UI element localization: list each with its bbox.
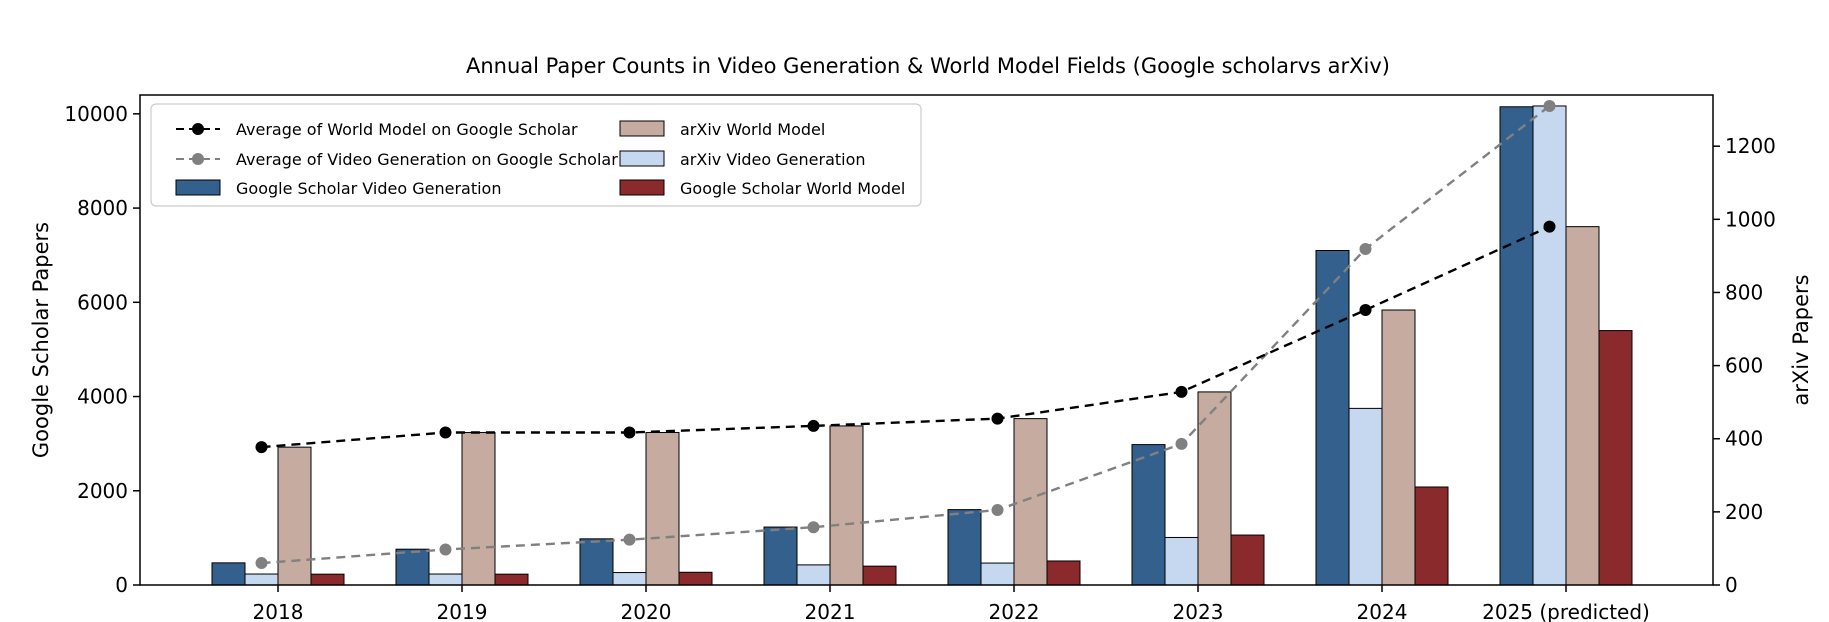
bar-arxiv-world-model-2020 <box>645 432 680 586</box>
bar-google-scholar-video-generation-2024 <box>1315 249 1350 586</box>
point-average-of-world-model-on-google-scholar-2025-predicted <box>1543 220 1556 233</box>
bar-arxiv-video-generation-2025-predicted <box>1532 105 1567 586</box>
bar-arxiv-video-generation-2018 <box>244 573 279 586</box>
bar-google-scholar-world-model-2024 <box>1414 486 1449 586</box>
legend-swatch-arxiv-world <box>619 120 665 137</box>
bar-google-scholar-world-model-2025-predicted <box>1598 330 1633 586</box>
plot-frame <box>139 94 1714 586</box>
bar-arxiv-world-model-2018 <box>277 446 312 586</box>
legend-swatch-gs-video <box>175 179 221 196</box>
point-average-of-video-generation-on-google-scholar-2019 <box>439 543 452 556</box>
point-average-of-world-model-on-google-scholar-2024 <box>1359 304 1372 317</box>
legend-marker-video-gen <box>192 153 204 165</box>
bars-group <box>211 105 1633 586</box>
chart-title: Annual Paper Counts in Video Generation … <box>466 54 1390 78</box>
bar-arxiv-world-model-2025-predicted <box>1565 226 1600 586</box>
bar-google-scholar-video-generation-2023 <box>1131 444 1166 586</box>
point-average-of-world-model-on-google-scholar-2020 <box>623 426 636 439</box>
x-tick-label-2021: 2021 <box>805 600 856 622</box>
legend-text-world-model-avg: Average of World Model on Google Scholar <box>236 120 578 139</box>
lines-group <box>255 99 1556 570</box>
bar-arxiv-video-generation-2023 <box>1164 536 1199 586</box>
bar-google-scholar-video-generation-2018 <box>211 562 246 586</box>
y-right-tick-label-800: 800 <box>1725 280 1763 304</box>
x-tick-label-2018: 2018 <box>253 600 304 622</box>
y-right-tick-label-600: 600 <box>1725 354 1763 378</box>
bar-arxiv-video-generation-2019 <box>428 573 463 586</box>
bar-arxiv-world-model-2024 <box>1381 309 1416 586</box>
legend-text-arxiv-video: arXiv Video Generation <box>680 150 866 169</box>
bar-google-scholar-world-model-2021 <box>862 565 897 586</box>
y-left-tick-label-6000: 6000 <box>77 290 128 314</box>
point-average-of-video-generation-on-google-scholar-2025-predicted <box>1543 99 1556 112</box>
y-right-tick-label-0: 0 <box>1725 573 1738 597</box>
bar-google-scholar-world-model-2022 <box>1046 560 1081 586</box>
y-left-tick-label-10000: 10000 <box>64 102 128 126</box>
bar-google-scholar-world-model-2019 <box>494 573 529 586</box>
point-average-of-video-generation-on-google-scholar-2018 <box>255 557 268 570</box>
point-average-of-world-model-on-google-scholar-2022 <box>991 412 1004 425</box>
y-axis-left-label: Google Scholar Papers <box>29 222 53 458</box>
bar-arxiv-video-generation-2022 <box>980 562 1015 586</box>
bar-arxiv-world-model-2019 <box>461 432 496 586</box>
point-average-of-video-generation-on-google-scholar-2020 <box>623 533 636 546</box>
x-tick-label-2025-predicted: 2025 (predicted) <box>1482 600 1650 622</box>
x-tick-label-2019: 2019 <box>437 600 488 622</box>
point-average-of-video-generation-on-google-scholar-2022 <box>991 504 1004 517</box>
legend-text-gs-world: Google Scholar World Model <box>680 179 905 198</box>
legend-swatch-arxiv-video <box>619 150 665 167</box>
bar-google-scholar-world-model-2020 <box>678 571 713 586</box>
legend-marker-world-model <box>192 123 204 135</box>
y-left-tick-label-8000: 8000 <box>77 196 128 220</box>
bar-arxiv-video-generation-2024 <box>1348 407 1383 586</box>
bar-google-scholar-world-model-2018 <box>310 573 345 586</box>
point-average-of-world-model-on-google-scholar-2019 <box>439 426 452 439</box>
bar-arxiv-world-model-2021 <box>829 425 864 586</box>
y-axis-right-label: arXiv Papers <box>1789 274 1813 405</box>
x-tick-label-2024: 2024 <box>1357 600 1408 622</box>
y-right-tick-label-1000: 1000 <box>1725 207 1776 231</box>
legend: Average of World Model on Google Scholar… <box>150 103 922 207</box>
bar-arxiv-world-model-2022 <box>1013 418 1048 586</box>
bar-arxiv-world-model-2023 <box>1197 391 1232 586</box>
axes-group: 0 2000 4000 6000 8000 10000 0 200 400 600 800 1000 1… <box>64 102 1776 622</box>
y-left-tick-label-4000: 4000 <box>77 385 128 409</box>
legend-text-video-gen-avg: Average of Video Generation on Google Sc… <box>236 150 618 169</box>
bar-google-scholar-video-generation-2021 <box>763 526 798 586</box>
x-tick-label-2023: 2023 <box>1173 600 1224 622</box>
y-right-tick-label-400: 400 <box>1725 427 1763 451</box>
point-average-of-video-generation-on-google-scholar-2023 <box>1175 437 1188 450</box>
bar-google-scholar-video-generation-2022 <box>947 509 982 586</box>
bar-google-scholar-video-generation-2019 <box>395 548 430 586</box>
bar-arxiv-video-generation-2020 <box>612 572 647 586</box>
y-right-tick-label-1200: 1200 <box>1725 134 1776 158</box>
bar-google-scholar-world-model-2023 <box>1230 534 1265 586</box>
x-tick-label-2020: 2020 <box>621 600 672 622</box>
line-average-of-video-generation-on-google-scholar <box>261 105 1551 565</box>
line-average-of-world-model-on-google-scholar <box>261 225 1550 449</box>
bar-google-scholar-video-generation-2025-predicted <box>1499 106 1534 586</box>
legend-frame <box>150 103 922 207</box>
x-tick-label-2022: 2022 <box>989 600 1040 622</box>
y-left-tick-label-0: 0 <box>115 573 128 597</box>
point-average-of-world-model-on-google-scholar-2023 <box>1175 385 1188 398</box>
point-average-of-world-model-on-google-scholar-2021 <box>807 419 820 432</box>
legend-swatch-gs-world <box>619 179 665 196</box>
legend-text-arxiv-world: arXiv World Model <box>680 120 825 139</box>
bar-arxiv-video-generation-2021 <box>796 564 831 586</box>
y-right-tick-label-200: 200 <box>1725 500 1763 524</box>
point-average-of-video-generation-on-google-scholar-2024 <box>1359 242 1372 255</box>
y-left-tick-label-2000: 2000 <box>77 479 128 503</box>
point-average-of-video-generation-on-google-scholar-2021 <box>807 521 820 534</box>
bar-google-scholar-video-generation-2020 <box>579 538 614 586</box>
point-average-of-world-model-on-google-scholar-2018 <box>255 441 268 454</box>
legend-text-gs-video: Google Scholar Video Generation <box>236 179 501 198</box>
